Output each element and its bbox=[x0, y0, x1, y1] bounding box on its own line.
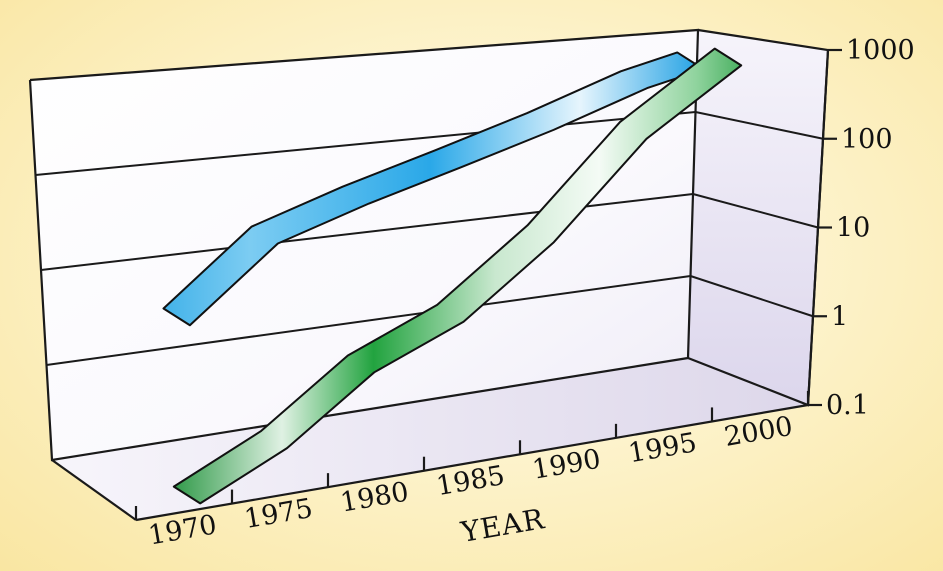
series-layer bbox=[162, 47, 743, 505]
floor-front-edge bbox=[51, 459, 137, 521]
side-wall bbox=[688, 30, 828, 405]
x-axis bbox=[135, 403, 809, 522]
gridline bbox=[46, 275, 691, 366]
x-axis-title: YEAR bbox=[458, 502, 548, 549]
series-ribbon-2 bbox=[172, 47, 743, 505]
y-tick-label: 0.1 bbox=[826, 390, 869, 421]
y-tick-label: 100 bbox=[841, 124, 893, 155]
gridlines bbox=[35, 111, 824, 366]
y-tick-label: 10 bbox=[836, 213, 870, 244]
gridline bbox=[35, 111, 696, 176]
y-axis-ticks: 0.1 1 10 100 1000 bbox=[808, 35, 915, 421]
y-tick-label: 1000 bbox=[846, 35, 915, 66]
y-tick-label: 1 bbox=[831, 301, 848, 332]
gridline-side bbox=[690, 275, 814, 318]
floor bbox=[52, 358, 808, 520]
gridline-side bbox=[695, 111, 824, 140]
x-axis-ticks: 1970 1975 1980 1985 1990 1995 2000 bbox=[134, 391, 810, 551]
gridline-side bbox=[692, 193, 819, 229]
